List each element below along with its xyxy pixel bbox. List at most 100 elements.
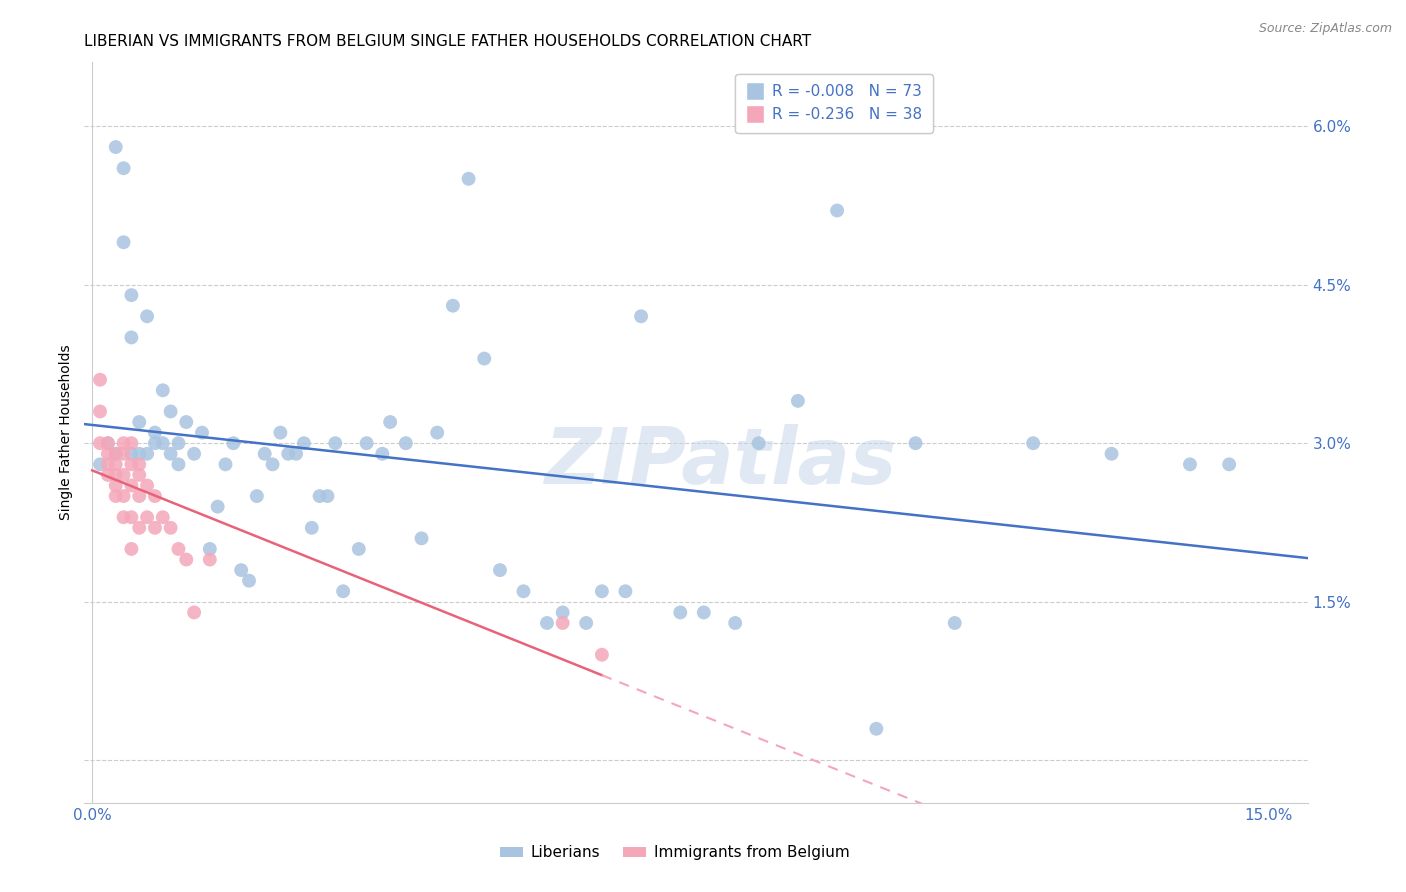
- Point: [198, 541, 221, 556]
- Point: [426, 425, 449, 440]
- Point: [143, 425, 166, 440]
- Point: [238, 574, 260, 588]
- Point: [489, 563, 512, 577]
- Point: [136, 510, 159, 524]
- Point: [136, 310, 159, 324]
- Point: [262, 458, 284, 472]
- Point: [724, 615, 747, 630]
- Point: [97, 436, 120, 450]
- Point: [104, 447, 127, 461]
- Point: [536, 615, 558, 630]
- Point: [285, 447, 308, 461]
- Point: [575, 615, 598, 630]
- Point: [669, 606, 692, 620]
- Point: [183, 447, 205, 461]
- Point: [112, 447, 135, 461]
- Point: [97, 436, 120, 450]
- Point: [183, 606, 205, 620]
- Point: [167, 541, 190, 556]
- Point: [198, 552, 221, 566]
- Point: [222, 436, 245, 450]
- Point: [97, 467, 120, 482]
- Point: [787, 393, 810, 408]
- Point: [143, 521, 166, 535]
- Point: [159, 404, 181, 418]
- Point: [457, 171, 479, 186]
- Text: Source: ZipAtlas.com: Source: ZipAtlas.com: [1258, 22, 1392, 36]
- Point: [128, 415, 150, 429]
- Point: [89, 436, 111, 450]
- Point: [152, 510, 174, 524]
- Point: [301, 521, 323, 535]
- Point: [97, 458, 120, 472]
- Point: [167, 458, 190, 472]
- Point: [323, 436, 346, 450]
- Point: [143, 436, 166, 450]
- Point: [89, 458, 111, 472]
- Point: [693, 606, 716, 620]
- Point: [1178, 458, 1201, 472]
- Point: [104, 478, 127, 492]
- Point: [253, 447, 276, 461]
- Point: [128, 458, 150, 472]
- Point: [512, 584, 534, 599]
- Point: [112, 161, 135, 176]
- Point: [174, 552, 197, 566]
- Point: [104, 489, 127, 503]
- Point: [120, 436, 142, 450]
- Point: [104, 447, 127, 461]
- Point: [277, 447, 299, 461]
- Point: [748, 436, 770, 450]
- Point: [551, 615, 574, 630]
- Point: [214, 458, 236, 472]
- Point: [551, 606, 574, 620]
- Point: [191, 425, 214, 440]
- Point: [614, 584, 637, 599]
- Point: [904, 436, 927, 450]
- Point: [136, 447, 159, 461]
- Point: [159, 447, 181, 461]
- Point: [246, 489, 269, 503]
- Point: [120, 447, 142, 461]
- Point: [128, 489, 150, 503]
- Point: [152, 436, 174, 450]
- Point: [1022, 436, 1045, 450]
- Point: [395, 436, 418, 450]
- Legend: R = -0.008   N = 73, R = -0.236   N = 38: R = -0.008 N = 73, R = -0.236 N = 38: [735, 74, 934, 133]
- Point: [89, 373, 111, 387]
- Point: [104, 458, 127, 472]
- Point: [591, 648, 613, 662]
- Point: [104, 467, 127, 482]
- Point: [231, 563, 253, 577]
- Point: [112, 489, 135, 503]
- Point: [441, 299, 464, 313]
- Y-axis label: Single Father Households: Single Father Households: [59, 345, 73, 520]
- Point: [120, 478, 142, 492]
- Point: [143, 489, 166, 503]
- Point: [120, 288, 142, 302]
- Point: [97, 447, 120, 461]
- Point: [943, 615, 966, 630]
- Point: [316, 489, 339, 503]
- Point: [1101, 447, 1123, 461]
- Point: [104, 140, 127, 154]
- Point: [380, 415, 402, 429]
- Point: [347, 541, 370, 556]
- Point: [825, 203, 848, 218]
- Point: [371, 447, 394, 461]
- Point: [112, 467, 135, 482]
- Point: [1218, 458, 1240, 472]
- Point: [332, 584, 354, 599]
- Point: [411, 532, 433, 546]
- Point: [472, 351, 495, 366]
- Point: [159, 521, 181, 535]
- Point: [89, 404, 111, 418]
- Point: [128, 447, 150, 461]
- Point: [174, 415, 197, 429]
- Point: [269, 425, 291, 440]
- Point: [630, 310, 652, 324]
- Point: [136, 478, 159, 492]
- Point: [167, 436, 190, 450]
- Legend: Liberians, Immigrants from Belgium: Liberians, Immigrants from Belgium: [494, 839, 856, 866]
- Point: [207, 500, 229, 514]
